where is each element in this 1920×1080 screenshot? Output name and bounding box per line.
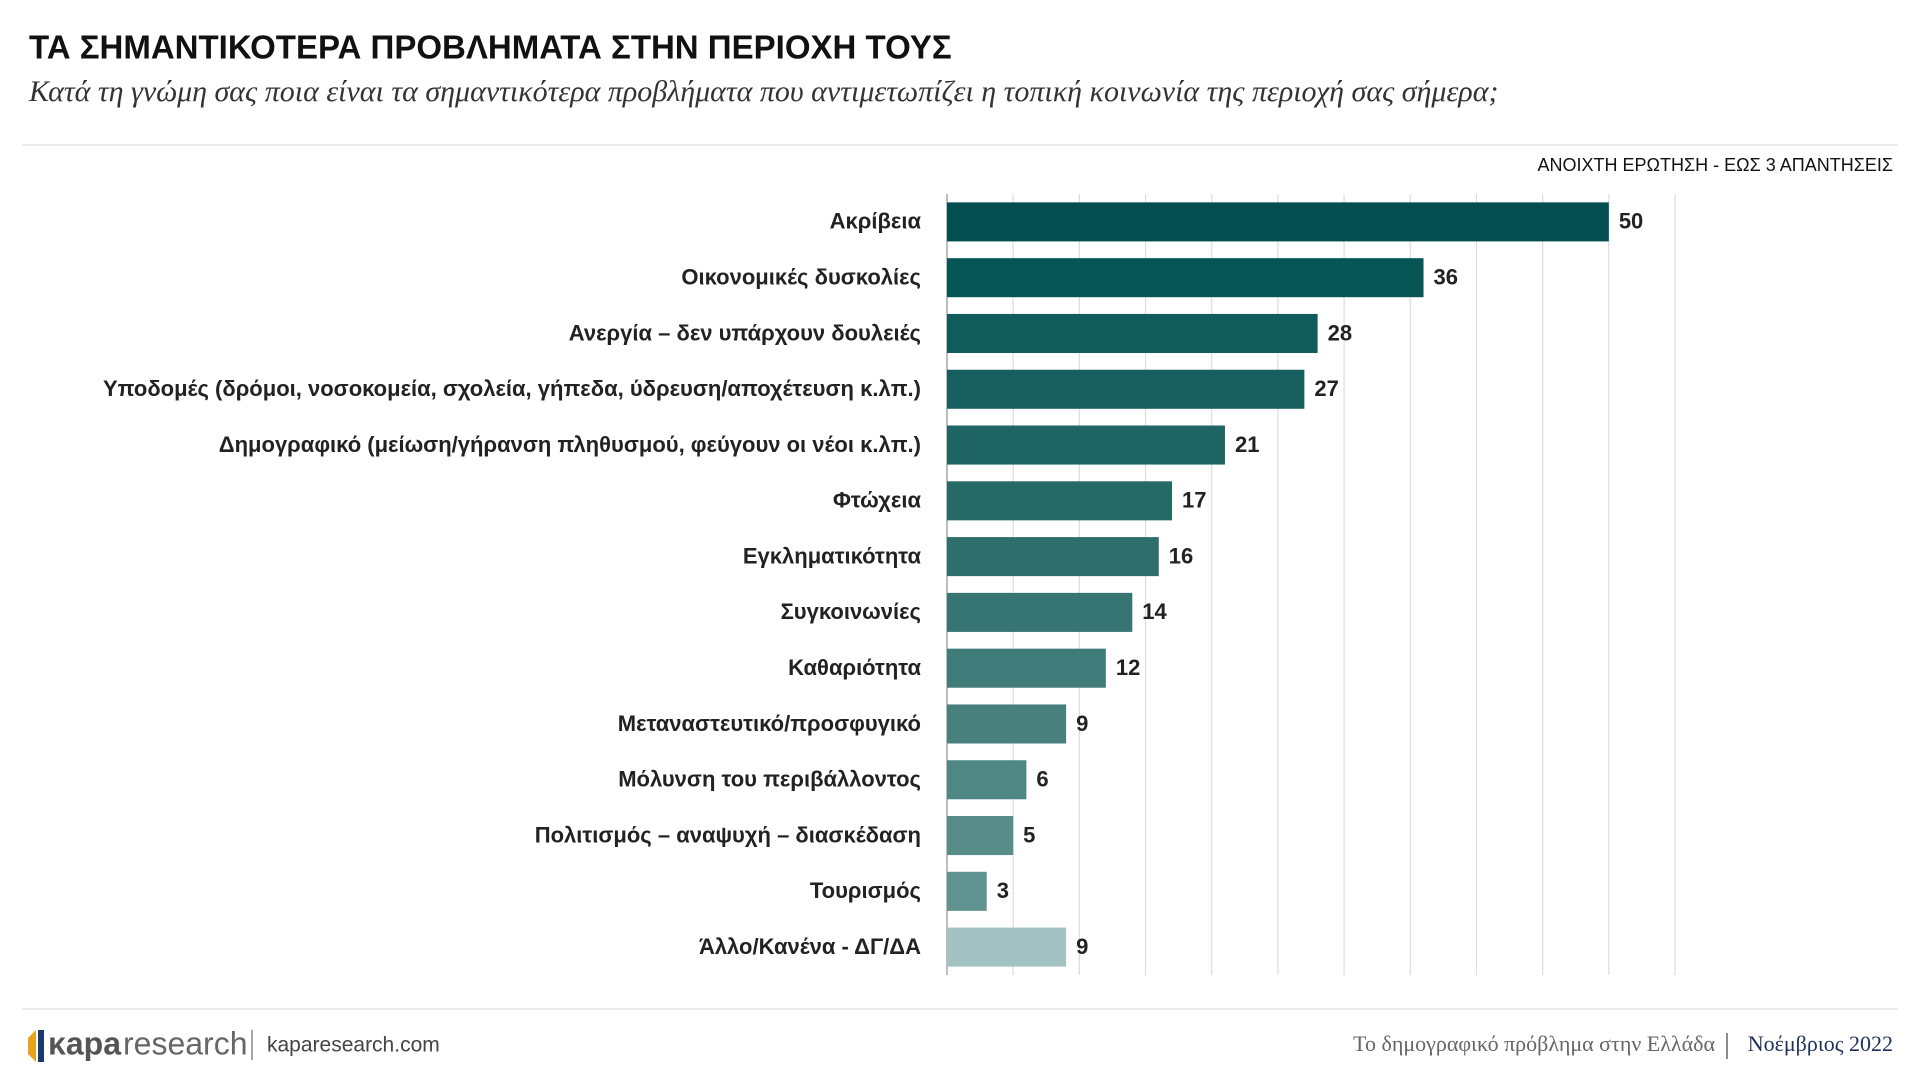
bar bbox=[947, 927, 1067, 967]
category-label: Οικονομικές δυσκολίες bbox=[681, 264, 921, 289]
value-label: 9 bbox=[1076, 934, 1088, 959]
bar bbox=[947, 648, 1106, 688]
category-label: Συγκοινωνίες bbox=[781, 599, 921, 624]
value-label: 9 bbox=[1076, 711, 1088, 736]
category-label: Άλλο/Κανένα - ΔΓ/ΔΑ bbox=[699, 934, 921, 959]
value-label: 14 bbox=[1142, 599, 1167, 624]
logo-icon bbox=[28, 1030, 44, 1062]
value-label: 3 bbox=[997, 878, 1009, 903]
value-label: 6 bbox=[1036, 767, 1048, 792]
site: kaparesearch.com bbox=[267, 1034, 440, 1057]
category-label: Μεταναστευτικό/προσφυγικό bbox=[618, 711, 921, 736]
bar bbox=[947, 816, 1014, 856]
value-label: 27 bbox=[1314, 376, 1338, 401]
bar bbox=[947, 871, 987, 911]
category-label: Πολιτισμός – αναψυχή – διασκέδαση bbox=[535, 822, 921, 847]
category-label: Υποδομές (δρόμοι, νοσοκομεία, σχολεία, γ… bbox=[103, 376, 921, 401]
category-label: Καθαριότητα bbox=[788, 655, 921, 680]
report-date: Νοέμβριος 2022 bbox=[1748, 1031, 1893, 1056]
bar bbox=[947, 313, 1318, 353]
brand-bold: κapa bbox=[48, 1025, 121, 1061]
category-label: Εγκληματικότητα bbox=[743, 543, 922, 568]
bar bbox=[947, 481, 1173, 521]
bar bbox=[947, 202, 1609, 242]
bar bbox=[947, 704, 1067, 744]
bar bbox=[947, 258, 1424, 298]
value-label: 12 bbox=[1116, 655, 1140, 680]
report-name: Το δημογραφικό πρόβλημα στην Ελλάδα bbox=[1353, 1031, 1715, 1056]
value-label: 17 bbox=[1182, 488, 1206, 513]
value-label: 5 bbox=[1023, 822, 1035, 847]
category-label: Ακρίβεια bbox=[830, 209, 922, 234]
value-label: 28 bbox=[1328, 320, 1352, 345]
category-label: Φτώχεια bbox=[833, 488, 922, 513]
bar bbox=[947, 760, 1027, 800]
category-label: Μόλυνση του περιβάλλοντος bbox=[618, 767, 921, 792]
bar bbox=[947, 369, 1305, 409]
category-label: Ανεργία – δεν υπάρχουν δουλειές bbox=[569, 320, 921, 345]
chart-title: ΤΑ ΣΗΜΑΝΤΙΚΟΤΕΡΑ ΠΡΟΒΛΗΜΑΤΑ ΣΤΗΝ ΠΕΡΙΟΧΗ… bbox=[29, 29, 952, 66]
category-label: Δημογραφικό (μείωση/γήρανση πληθυσμού, φ… bbox=[219, 432, 921, 457]
value-label: 36 bbox=[1434, 264, 1458, 289]
bar bbox=[947, 592, 1133, 632]
brand-light: research bbox=[123, 1025, 248, 1061]
value-label: 50 bbox=[1619, 209, 1643, 234]
annotation: ΑΝΟΙΧΤΗ ΕΡΩΤΗΣΗ - ΕΩΣ 3 ΑΠΑΝΤΗΣΕΙΣ bbox=[1538, 155, 1893, 175]
category-label: Τουρισμός bbox=[810, 878, 921, 903]
value-label: 16 bbox=[1169, 543, 1193, 568]
value-label: 21 bbox=[1235, 432, 1259, 457]
bar bbox=[947, 537, 1159, 577]
bar bbox=[947, 425, 1225, 465]
chart-subtitle: Κατά τη γνώμη σας ποια είναι τα σημαντικ… bbox=[28, 75, 1498, 108]
